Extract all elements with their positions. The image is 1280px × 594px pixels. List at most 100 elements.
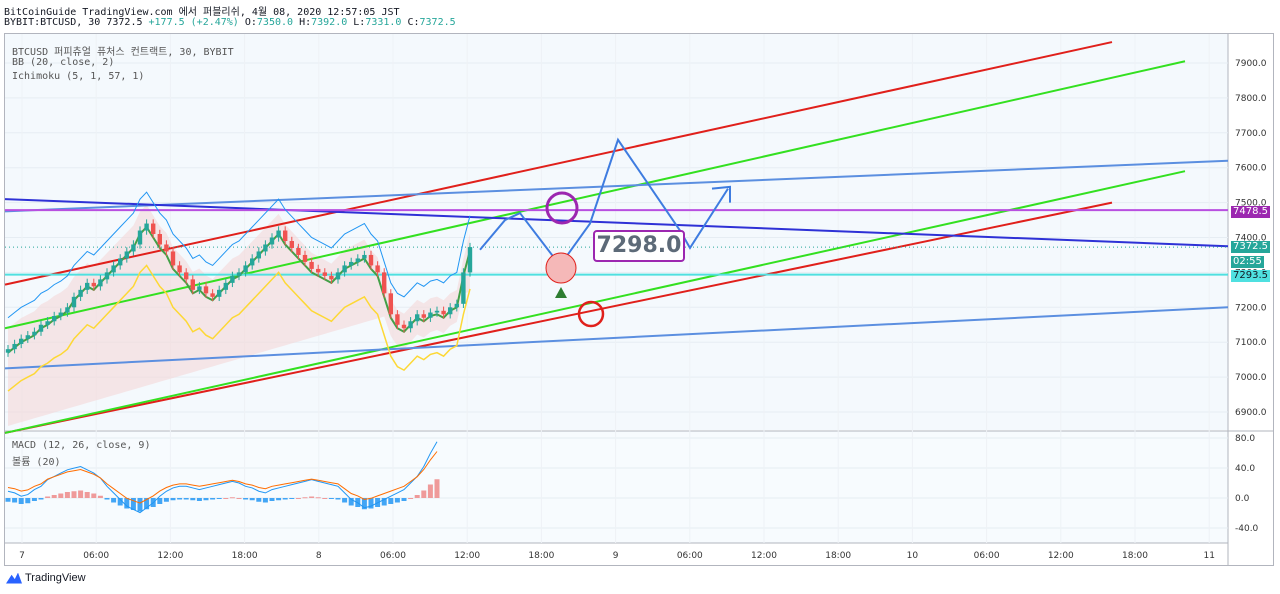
y-tick-label: 7600.0 — [1235, 164, 1267, 174]
legend-title: BTCUSD 퍼피츄얼 퓨처스 컨트랙트, 30, BYBIT — [12, 47, 234, 58]
macd-bar — [421, 490, 427, 498]
candle — [71, 296, 77, 308]
candle — [157, 234, 162, 245]
candle — [428, 312, 433, 318]
x-tick-label: 12:00 — [454, 551, 480, 561]
x-tick-label: 12:00 — [1048, 551, 1074, 561]
candle — [118, 258, 123, 266]
macd-y-tick-label: 80.0 — [1235, 434, 1255, 444]
green-up-arrow-icon — [555, 287, 567, 298]
macd-bar — [309, 496, 315, 498]
macd-bar — [177, 498, 183, 500]
open-value: 7350.0 — [256, 17, 294, 28]
candle — [368, 254, 374, 266]
x-tick-label: 06:00 — [380, 551, 406, 561]
x-tick-label: 18:00 — [1122, 551, 1148, 561]
y-tick-label: 7800.0 — [1235, 94, 1267, 104]
y-tick-label: 7200.0 — [1235, 303, 1267, 313]
macd-bar — [51, 495, 57, 498]
macd-bar — [170, 498, 176, 501]
macd-bar — [58, 493, 64, 498]
macd-bar — [381, 498, 387, 506]
macd-bar — [91, 493, 97, 498]
ohlc-line: BYBIT:BTCUSD, 30 7372.5 +177.5 (+2.47%) … — [4, 17, 456, 28]
macd-bar — [25, 498, 31, 504]
x-tick-label: 7 — [19, 551, 25, 561]
x-tick-label: 18:00 — [232, 551, 258, 561]
candle — [164, 244, 169, 252]
candle — [45, 321, 50, 325]
macd-bar — [249, 498, 255, 501]
candle — [217, 289, 222, 297]
macd-bar — [256, 498, 262, 502]
y-tick-label: 6900.0 — [1235, 408, 1267, 418]
candle — [78, 289, 83, 297]
x-tick-label: 9 — [613, 551, 619, 561]
candle — [250, 258, 255, 266]
sad-face-icon — [577, 300, 605, 328]
happy-face-icon — [545, 191, 579, 225]
projection-arrowhead — [711, 185, 731, 203]
y-tick-label: 7400.0 — [1235, 234, 1267, 244]
macd-bar — [276, 498, 282, 501]
high-label: H: — [299, 17, 312, 28]
x-tick-label: 12:00 — [157, 551, 183, 561]
candle — [289, 240, 294, 248]
candle — [375, 265, 380, 273]
x-tick-label: 18:00 — [528, 551, 554, 561]
macd-bar — [229, 497, 235, 499]
x-tick-label: 11 — [1203, 551, 1214, 561]
x-tick-label: 18:00 — [825, 551, 851, 561]
macd-bar — [388, 498, 394, 504]
macd-bar — [183, 498, 189, 500]
low-value: 7331.0 — [365, 17, 402, 28]
candle — [434, 310, 440, 313]
candle — [461, 272, 466, 304]
legend-macd: MACD (12, 26, close, 9) — [12, 440, 151, 451]
candle — [19, 338, 24, 344]
price-tag-last: 7372.5 — [1231, 241, 1270, 253]
macd-bar — [282, 498, 288, 500]
tradingview-logo: TradingView — [6, 572, 86, 584]
macd-bar — [38, 498, 44, 500]
candle — [243, 265, 248, 273]
candle — [104, 272, 110, 280]
y-tick-label: 7100.0 — [1235, 338, 1267, 348]
tradingview-text: TradingView — [25, 572, 86, 584]
macd-bar — [203, 498, 209, 501]
candle — [467, 247, 473, 273]
macd-bar — [348, 498, 354, 506]
candle — [230, 275, 235, 283]
price-tag-countdown: 02:55 — [1231, 256, 1264, 268]
candle — [355, 258, 360, 262]
candle — [329, 275, 334, 280]
macd-bar — [414, 495, 420, 498]
candle — [349, 261, 354, 266]
macd-bar — [190, 498, 196, 501]
candle — [263, 244, 268, 252]
macd-bar — [64, 492, 70, 498]
red-channel-upper — [4, 41, 1113, 286]
macd-y-tick-label: 40.0 — [1235, 464, 1255, 474]
legend-bb: BB (20, close, 2) — [12, 57, 115, 68]
macd-bar — [262, 498, 268, 503]
red-channel-lower — [4, 201, 1113, 434]
green-channel-upper — [4, 60, 1186, 330]
candle — [236, 272, 242, 276]
close-value: 7372.5 — [419, 17, 456, 28]
macd-bar — [196, 498, 202, 501]
high-value: 7392.0 — [311, 17, 348, 28]
macd-bar — [328, 498, 334, 499]
macd-line — [7, 441, 438, 514]
macd-bar — [322, 498, 328, 499]
macd-bar — [5, 498, 11, 502]
y-tick-label: 7000.0 — [1235, 373, 1267, 383]
macd-bar — [295, 498, 301, 499]
candle — [98, 279, 103, 287]
dark-blue-trendline — [4, 198, 1229, 248]
macd-bar — [434, 479, 440, 498]
macd-bar — [124, 498, 130, 509]
macd-bar — [163, 498, 169, 502]
y-tick-label: 7700.0 — [1235, 129, 1267, 139]
